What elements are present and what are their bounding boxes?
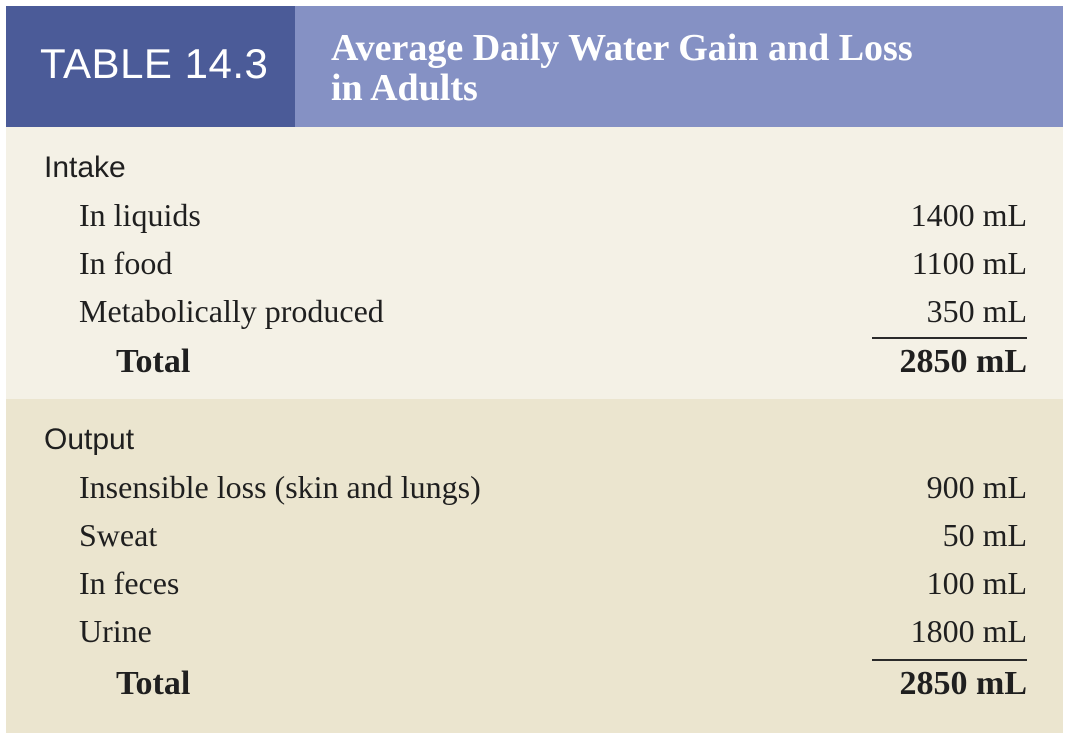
output-row-value: 100 mL (926, 565, 1027, 601)
intake-row-label: In food (79, 245, 173, 281)
table-number: TABLE 14.3 (40, 40, 269, 87)
output-row-value: 50 mL (942, 517, 1027, 553)
water-balance-table: TABLE 14.3 Average Daily Water Gain and … (6, 6, 1063, 733)
output-row-label: In feces (79, 565, 180, 601)
intake-total-rule (872, 337, 1027, 339)
output-row-label: Sweat (79, 517, 158, 553)
table-title-cell: Average Daily Water Gain and Loss in Adu… (295, 6, 1063, 127)
intake-row-value: 1400 mL (910, 197, 1027, 233)
table-title-line-2: in Adults (331, 67, 478, 109)
table-title: Average Daily Water Gain and Loss in Adu… (331, 28, 913, 108)
output-row-label: Urine (79, 613, 152, 649)
intake-total-value: 2850 mL (899, 343, 1028, 380)
table-header: TABLE 14.3 Average Daily Water Gain and … (6, 6, 1063, 127)
intake-row-value: 1100 mL (911, 245, 1027, 281)
table-title-line-1: Average Daily Water Gain and Loss (331, 27, 913, 69)
intake-row-value: 350 mL (926, 293, 1027, 329)
intake-row-label: In liquids (79, 197, 201, 233)
intake-total-label: Total (116, 343, 191, 380)
output-total-rule (872, 659, 1027, 661)
intake-row-label: Metabolically produced (79, 293, 384, 329)
output-row-value: 900 mL (926, 469, 1027, 505)
output-total-value: 2850 mL (899, 665, 1028, 702)
output-section: Output Insensible loss (skin and lungs) … (6, 399, 1063, 733)
output-total-label: Total (116, 665, 191, 702)
table-label-cell: TABLE 14.3 (6, 6, 295, 127)
output-row-label: Insensible loss (skin and lungs) (79, 469, 481, 505)
intake-section: Intake In liquids 1400 mL In food 1100 m… (6, 127, 1063, 399)
output-heading: Output (44, 423, 135, 456)
intake-heading: Intake (44, 151, 126, 184)
output-row-value: 1800 mL (910, 613, 1027, 649)
